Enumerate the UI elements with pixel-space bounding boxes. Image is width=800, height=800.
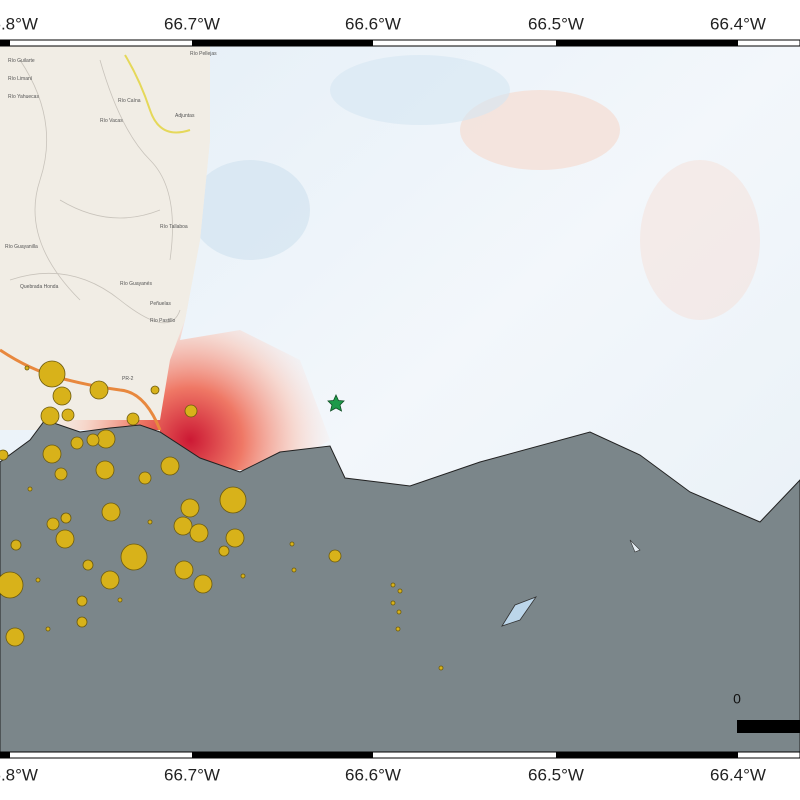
graticule-segment [0, 752, 10, 758]
place-label: Río Caína [118, 98, 141, 104]
lon-label-bottom: 66.6°W [345, 765, 401, 784]
place-label: PR-2 [122, 376, 134, 382]
place-label: Río Yahuecas [8, 94, 39, 100]
insar-patch [640, 160, 760, 320]
graticule-segment [556, 752, 738, 758]
lon-label-bottom: 66.5°W [528, 765, 584, 784]
place-label: Río Vacas [100, 118, 123, 124]
lon-label-bottom: 66.7°W [164, 765, 220, 784]
scale-label: 0 [733, 691, 741, 707]
lon-label-top: 66.7°W [164, 14, 220, 33]
lon-label-top: 66.5°W [528, 14, 584, 33]
graticule-segment [192, 752, 373, 758]
graticule: 66.8°W 66.7°W 66.6°W 66.5°W 66.4°W 66.8°W 66.7… [0, 14, 800, 784]
lon-label-bottom: 66.4°W [710, 765, 766, 784]
islet [629, 539, 641, 553]
earthquakes [0, 360, 444, 671]
map-body: Río Guilarte Río Limaní Río Yahuecas Río Ca… [0, 46, 800, 752]
lon-label-top: 66.8°W [0, 14, 38, 33]
sea [0, 419, 800, 752]
highway [124, 54, 191, 134]
place-label: Adjuntas [175, 113, 195, 119]
insar-patch [190, 160, 310, 260]
lon-label-top: 66.4°W [710, 14, 766, 33]
roads [9, 59, 181, 324]
place-label: Río Guilarte [8, 58, 35, 64]
place-labels: Río Guilarte Río Limaní Río Yahuecas Río Ca… [5, 51, 217, 382]
graticule-segment [192, 40, 373, 46]
place-label: Río Tallaboa [160, 224, 188, 230]
lon-label-bottom: 66.8°W [0, 765, 38, 784]
basemap-land [0, 46, 210, 420]
place-label: Río Guayanés [120, 281, 152, 287]
place-label: Río Limaní [8, 76, 33, 82]
place-label: Río Pastillo [150, 318, 176, 324]
place-label: Quebrada Honda [20, 284, 59, 290]
lon-label-top: 66.6°W [345, 14, 401, 33]
island [501, 596, 538, 627]
epicenter [327, 394, 345, 412]
place-label: Río Pellejas [190, 51, 217, 57]
graticule-segment [0, 40, 10, 46]
insar-patch [330, 55, 510, 125]
place-label: Peñuelas [150, 301, 171, 307]
place-label: Río Guayanilla [5, 244, 38, 250]
scale-bar [737, 720, 800, 733]
insar-patch [460, 90, 620, 170]
graticule-segment [556, 40, 738, 46]
